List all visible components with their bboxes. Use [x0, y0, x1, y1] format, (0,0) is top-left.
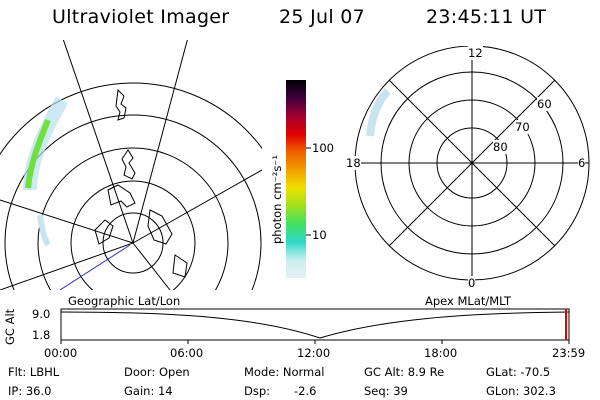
colorbar	[286, 80, 306, 278]
status-door: Door: Open	[124, 365, 190, 379]
mlt-label-12: 12	[468, 46, 483, 60]
status-dsp-label: Dsp:	[244, 384, 271, 398]
colorbar-unit-label: photon cm⁻²s⁻¹	[270, 155, 284, 244]
lat-label-60: 60	[537, 97, 552, 111]
auroral-emission-mag	[366, 88, 391, 137]
status-dsp-value: -2.6	[294, 384, 317, 398]
mlt-label-6: 6	[578, 156, 586, 170]
mlt-label-18: 18	[346, 156, 361, 170]
orbit-altitude-plot	[60, 308, 570, 344]
orbit-ylabel: GC Alt	[3, 308, 17, 345]
orbit-xtick-1800: 18:00	[424, 346, 458, 360]
status-glon: GLon: 302.3	[486, 384, 556, 398]
status-glat: GLat: -70.5	[486, 365, 551, 379]
magnetic-polar-plot	[354, 46, 590, 281]
status-gain: Gain: 14	[124, 384, 173, 398]
status-ip: IP: 36.0	[8, 384, 52, 398]
auroral-emission	[23, 96, 69, 247]
status-seq: Seq: 39	[364, 384, 408, 398]
orbit-xtick-0600: 06:00	[170, 346, 204, 360]
time-label: 23:45:11 UT	[426, 6, 547, 28]
status-filter: Flt: LBHL	[8, 365, 60, 379]
geo-panel-caption: Geographic Lat/Lon	[68, 294, 181, 308]
lat-label-70: 70	[515, 120, 530, 134]
orbit-ytick-9: 9.0	[32, 307, 51, 321]
colorbar-tick-10: 10	[312, 228, 327, 242]
mag-panel-caption: Apex MLat/MLT	[425, 294, 512, 308]
colorbar-tick-100: 100	[312, 141, 334, 155]
status-mode: Mode: Normal	[244, 365, 325, 379]
colorbar-ticks	[306, 147, 311, 236]
orbit-ytick-1-8: 1.8	[32, 328, 51, 342]
coastline	[94, 88, 188, 278]
lat-label-80: 80	[493, 140, 508, 154]
orbit-xtick-0000: 00:00	[44, 346, 78, 360]
date-label: 25 Jul 07	[279, 6, 366, 28]
status-gc-alt: GC Alt: 8.9 Re	[364, 365, 445, 379]
instrument-title: Ultraviolet Imager	[52, 6, 230, 28]
orbit-xtick-2359: 23:59	[552, 346, 586, 360]
mlt-label-0: 0	[468, 276, 476, 290]
orbit-xtick-1200: 12:00	[297, 346, 331, 360]
geographic-map	[0, 40, 262, 290]
